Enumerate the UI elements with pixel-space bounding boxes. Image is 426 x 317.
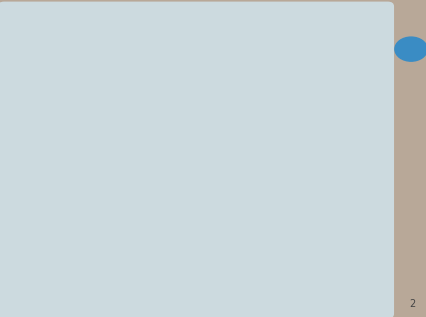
Text: (a) H₃C–CH=CH–HC=CH₂–CH₃: (a) H₃C–CH=CH–HC=CH₂–CH₃ [36,130,168,139]
Text: (vi)  Formula of a saturated hydrocarbon is C₄H₈, it should be:: (vi) Formula of a saturated hydrocarbon … [14,16,293,24]
Text: (c) Butyne: (c) Butyne [49,34,95,43]
Text: (a) propyl ethanoate: (a) propyl ethanoate [36,160,129,169]
Text: (d) steric acid: (d) steric acid [196,108,259,117]
Text: CH₃: CH₃ [302,141,317,150]
Text: (b) valeric acid: (b) valeric acid [196,100,264,109]
Text: (b) CH₂=CH–CH₂–CH=CH₂: (b) CH₂=CH–CH₂–CH=CH₂ [196,130,311,139]
Text: (b) ethyl propanoate: (b) ethyl propanoate [196,160,289,169]
Text: (x)  The IUPAC name of CH₃COOCH(CH₃)₂ is:: (x) The IUPAC name of CH₃COOCH(CH₃)₂ is: [14,152,211,160]
Text: (viii) In the common system, carboxylic acid with six carbon atoms in straight: (viii) In the common system, carboxylic … [14,83,367,92]
Text: (d) one: (d) one [196,71,228,80]
Text: CH₂: CH₂ [302,133,317,142]
Text: (vii) In the IUPAC naming of ketones the ending –e of main carbon chain is: (vii) In the IUPAC naming of ketones the… [14,46,351,55]
Text: (a) propionic acid: (a) propionic acid [49,100,127,109]
Text: (a) Butane: (a) Butane [49,26,96,35]
Text: (b) ol: (b) ol [196,63,220,72]
Text: (ix)  The correct structure of 1, 3-penta diene is:: (ix) The correct structure of 1, 3-penta… [14,121,233,130]
Text: (c) isopropyl acetate: (c) isopropyl acetate [36,168,129,177]
Text: 2: 2 [409,299,415,309]
Text: chain is named as:: chain is named as: [36,91,121,100]
Text: (c) CH₂=CH–HC=CH–CH₃: (c) CH₂=CH–HC=CH–CH₃ [36,138,147,147]
Text: (d) CH₃–CH=C=CH–CH₃: (d) CH₃–CH=C=CH–CH₃ [196,138,301,147]
Text: (c) caproic acid: (c) caproic acid [49,108,118,117]
Text: (c) al: (c) al [49,71,71,80]
Text: replaced by:: replaced by: [36,53,91,62]
Text: (b) Butene: (b) Butene [196,26,244,35]
Text: (a) yl: (a) yl [49,63,72,72]
Text: (d) Cyclobutane: (d) Cyclobutane [196,34,268,43]
Text: (d) isopropyl ethanoate: (d) isopropyl ethanoate [196,168,302,177]
